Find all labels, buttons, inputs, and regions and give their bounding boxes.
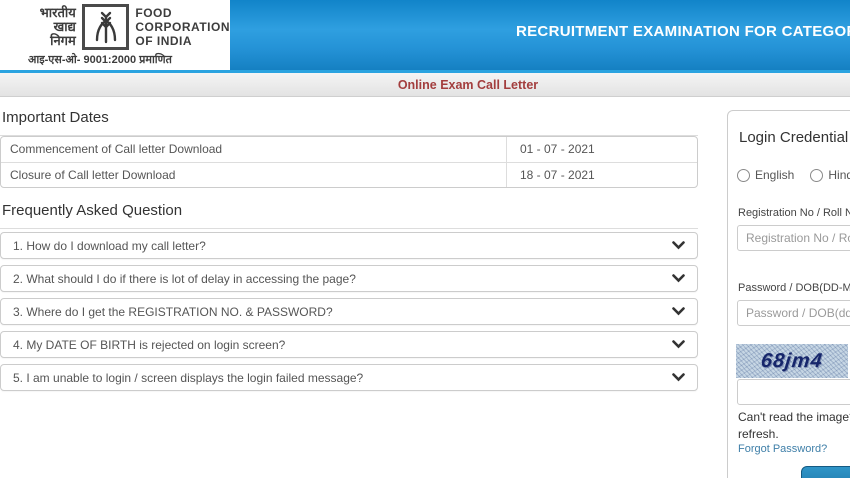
logo-hindi-line3: निगम (50, 33, 76, 48)
logo-english-line1: FOOD (135, 6, 173, 20)
captcha-text: 68jm4 (760, 349, 825, 372)
wheat-sheaf-icon (81, 4, 130, 50)
password-label: Password / DOB(DD-MM-YYYY) (738, 282, 850, 294)
faq-item-4[interactable]: 4. My DATE OF BIRTH is rejected on login… (0, 331, 698, 358)
faq-heading: Frequently Asked Question (0, 202, 698, 229)
chevron-down-icon[interactable] (672, 340, 685, 349)
login-panel: Login Credential English Hindi Registrat… (727, 110, 850, 478)
chevron-down-icon[interactable] (672, 307, 685, 316)
captcha-image: 68jm4 (736, 344, 848, 378)
logo-english-line3: OF INDIA (135, 34, 193, 48)
date-row-label: Closure of Call letter Download (10, 168, 176, 182)
faq-item-3[interactable]: 3. Where do I get the REGISTRATION NO. &… (0, 298, 698, 325)
language-selector: English Hindi (737, 168, 850, 182)
radio-hindi[interactable]: Hindi (810, 168, 850, 182)
captcha-help-text: refresh. (738, 427, 779, 441)
subtitle: Online Exam Call Letter (397, 78, 539, 92)
forgot-password-link[interactable]: Forgot Password? (738, 443, 828, 455)
registration-input[interactable] (737, 225, 850, 251)
logo-hindi-line2: खाद्य (53, 19, 76, 34)
faq-question: 1. How do I download my call letter? (13, 238, 206, 253)
faq-question: 5. I am unable to login / screen display… (13, 370, 364, 385)
header-banner: RECRUITMENT EXAMINATION FOR CATEGORY (230, 0, 850, 70)
faq-question: 3. Where do I get the REGISTRATION NO. &… (13, 304, 333, 319)
chevron-down-icon[interactable] (672, 274, 685, 283)
registration-label: Registration No / Roll No (738, 207, 850, 219)
password-input[interactable] (737, 300, 850, 326)
table-row: Closure of Call letter Download 18 - 07 … (1, 162, 697, 187)
faq-item-5[interactable]: 5. I am unable to login / screen display… (0, 364, 698, 391)
captcha-input[interactable] (737, 379, 850, 405)
faq-item-1[interactable]: 1. How do I download my call letter? (0, 232, 698, 259)
logo-english-text: FOOD CORPORATION OF INDIA (135, 6, 230, 48)
faq-question: 4. My DATE OF BIRTH is rejected on login… (13, 337, 286, 352)
logo-hindi-line1: भारतीय (39, 5, 76, 20)
important-dates-table: Commencement of Call letter Download 01 … (0, 136, 698, 188)
chevron-down-icon[interactable] (672, 373, 685, 382)
radio-hindi-label[interactable]: Hindi (828, 168, 850, 182)
date-row-value: 18 - 07 - 2021 (506, 163, 697, 187)
captcha-help-text: Can't read the image? Click here to (738, 410, 850, 424)
subtitle-bar: Online Exam Call Letter (0, 70, 850, 97)
important-dates-heading: Important Dates (0, 109, 698, 136)
login-button[interactable]: Login (801, 466, 850, 478)
radio-english-label[interactable]: English (755, 168, 795, 182)
date-row-value: 01 - 07 - 2021 (506, 137, 697, 162)
chevron-down-icon[interactable] (672, 241, 685, 250)
page-title: RECRUITMENT EXAMINATION FOR CATEGORY (516, 23, 850, 40)
login-heading: Login Credential (739, 129, 849, 146)
radio-button-icon[interactable] (810, 168, 824, 182)
faq-item-2[interactable]: 2. What should I do if there is lot of d… (0, 265, 698, 292)
date-row-label: Commencement of Call letter Download (10, 142, 223, 156)
fci-logo-block: भारतीय खाद्य निगम FOOD CORPORATION OF IN (0, 0, 230, 70)
logo-english-line2: CORPORATION (135, 20, 230, 34)
table-row: Commencement of Call letter Download 01 … (1, 137, 697, 162)
radio-english[interactable]: English (737, 168, 794, 182)
logo-iso-line: आइ-एस-ओ- 9001:2000 प्रमाणित (28, 54, 172, 66)
faq-question: 2. What should I do if there is lot of d… (13, 271, 356, 286)
logo-hindi-text: भारतीय खाद्य निगम (22, 6, 76, 48)
radio-button-icon[interactable] (737, 168, 750, 182)
